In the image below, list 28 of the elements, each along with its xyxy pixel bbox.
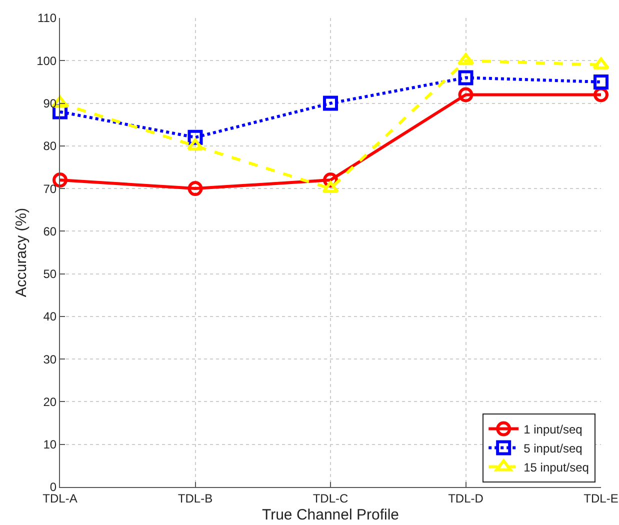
y-tick-label: 100 (36, 54, 57, 68)
point (323, 96, 338, 111)
x-tick-label: TDL-E (584, 491, 618, 506)
y-tick-label: 110 (37, 11, 57, 26)
x-tick-label: TDL-C (312, 491, 348, 506)
legend-label: 1 input/seq (524, 422, 582, 436)
y-axis-title: Accuracy (%) (12, 208, 30, 298)
y-tick-label: 50 (43, 267, 57, 282)
point (592, 57, 610, 70)
y-tick-label: 70 (43, 182, 57, 196)
y-tick-label: 20 (43, 394, 57, 409)
y-tick-label: 80 (43, 139, 57, 154)
legend-label: 5 input/seq (524, 441, 582, 456)
y-tick-label: 60 (43, 224, 57, 238)
point (457, 53, 474, 66)
point (458, 87, 474, 102)
y-tick-label: 10 (43, 438, 57, 452)
x-tick-label: TDL-B (178, 491, 213, 506)
point (594, 74, 608, 90)
point (458, 70, 474, 86)
point (188, 181, 203, 196)
y-tick-label: 30 (43, 352, 57, 366)
x-tick-label: TDL-D (448, 491, 484, 506)
y-tick-label: 40 (43, 310, 57, 324)
point (322, 181, 339, 194)
point (186, 138, 204, 150)
x-axis-title: True Channel Profile (262, 506, 400, 524)
legend-label: 15 input/seq (524, 460, 589, 474)
